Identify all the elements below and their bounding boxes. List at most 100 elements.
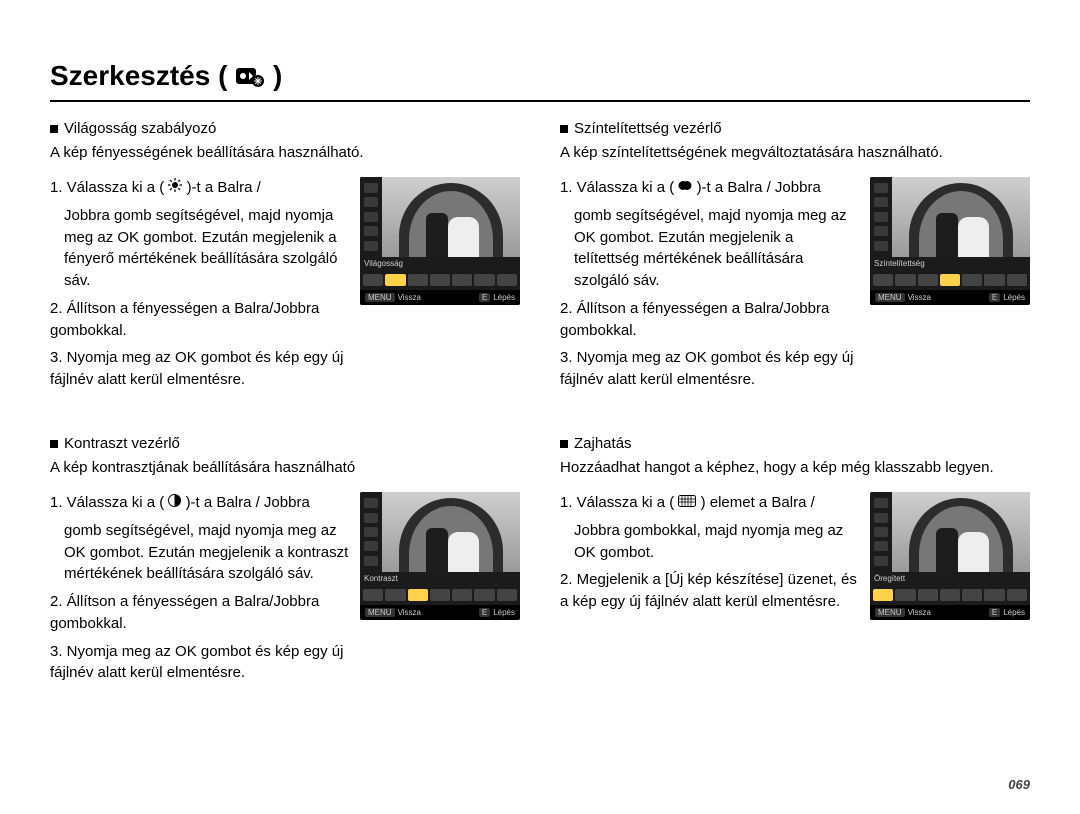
bullet-icon bbox=[560, 125, 568, 133]
lcd-mode-label: Világosság bbox=[360, 257, 520, 270]
left-column: Világosság szabályozó A kép fényességéne… bbox=[50, 120, 520, 729]
step-text: 1. Válassza ki a ( bbox=[50, 494, 168, 511]
section-title-text: Kontraszt vezérlő bbox=[64, 435, 180, 452]
saturation-icon bbox=[678, 177, 692, 199]
section-body: 1. Válassza ki a ( )-t a Balra / Jobbra … bbox=[50, 492, 520, 690]
steps: 1. Válassza ki a ( )-t a Balra / Jobbra … bbox=[50, 492, 350, 690]
manual-page: Szerkesztés ( ) Világosság szabályozó A … bbox=[0, 0, 1080, 814]
step-1: 1. Válassza ki a ( ) elemet a Balra / bbox=[560, 492, 860, 514]
step-3: 3. Nyomja meg az OK gombot és kép egy új… bbox=[50, 641, 350, 685]
lcd-option-bar bbox=[360, 270, 520, 290]
step-text: )-t a Balra / Jobbra bbox=[697, 179, 821, 196]
lcd-screen: Öregített MENUVissza ELépés bbox=[870, 492, 1030, 620]
lcd-preview: Világosság MENUVisszaELépés bbox=[360, 177, 520, 305]
section-desc: A kép kontrasztjának beállítására haszná… bbox=[50, 458, 520, 478]
section-title: Színtelítettség vezérlő bbox=[560, 120, 1030, 137]
step-1-cont: gomb segítségével, majd nyomja meg az OK… bbox=[50, 520, 350, 585]
lcd-footer: MENUVissza ELépés bbox=[360, 605, 520, 620]
noise-section: Zajhatás Hozzáadhat hangot a képhez, hog… bbox=[560, 435, 1030, 620]
lcd-preview: Kontraszt MENUVissza ELépés bbox=[360, 492, 520, 620]
lcd-back: Vissza bbox=[398, 608, 421, 617]
steps: 1. Válassza ki a ( )-t a Balra / Jobbra … bbox=[560, 177, 860, 397]
lcd-preview: Színtelítettség MENUVissza ELépés bbox=[870, 177, 1030, 305]
step-text: 1. Válassza ki a ( bbox=[560, 179, 678, 196]
step-text: )-t a Balra / Jobbra bbox=[186, 494, 310, 511]
edit-palette-icon bbox=[235, 62, 265, 94]
lcd-option-bar bbox=[870, 270, 1030, 290]
step-3: 3. Nyomja meg az OK gombot és kép egy új… bbox=[50, 347, 350, 391]
lcd-mode-label: Öregített bbox=[870, 572, 1030, 585]
lcd-key: MENU bbox=[875, 608, 905, 617]
section-title-text: Színtelítettség vezérlő bbox=[574, 120, 722, 137]
right-column: Színtelítettség vezérlő A kép színtelíte… bbox=[560, 120, 1030, 729]
section-title-text: Világosság szabályozó bbox=[64, 120, 216, 137]
page-title: Szerkesztés ( ) bbox=[50, 60, 1030, 94]
contrast-section: Kontraszt vezérlő A kép kontrasztjának b… bbox=[50, 435, 520, 690]
lcd-move: Lépés bbox=[493, 608, 515, 617]
step-text: ) elemet a Balra / bbox=[701, 494, 815, 511]
lcd-option-bar bbox=[870, 585, 1030, 605]
step-3: 3. Nyomja meg az OK gombot és kép egy új… bbox=[560, 347, 860, 391]
lcd-back: Vissza bbox=[908, 608, 931, 617]
lcd-mode-label: Kontraszt bbox=[360, 572, 520, 585]
lcd-footer: MENUVissza ELépés bbox=[870, 290, 1030, 305]
brightness-section: Világosság szabályozó A kép fényességéne… bbox=[50, 120, 520, 397]
step-2: 2. Megjelenik a [Új kép készítése] üzene… bbox=[560, 569, 860, 613]
section-body: 1. Válassza ki a ( )-t a Balra / Jobbra … bbox=[50, 177, 520, 397]
lcd-move: Lépés bbox=[1003, 608, 1025, 617]
contrast-icon bbox=[168, 492, 181, 514]
step-text: )-t a Balra / bbox=[187, 179, 261, 196]
step-1: 1. Válassza ki a ( )-t a Balra / Jobbra bbox=[560, 177, 860, 199]
lcd-footer: MENUVisszaELépés bbox=[360, 290, 520, 305]
step-1: 1. Válassza ki a ( )-t a Balra / Jobbra bbox=[50, 492, 350, 514]
section-desc: Hozzáadhat hangot a képhez, hogy a kép m… bbox=[560, 458, 1030, 478]
lcd-move: Lépés bbox=[493, 293, 515, 302]
section-title: Zajhatás bbox=[560, 435, 1030, 452]
section-title-text: Zajhatás bbox=[574, 435, 632, 452]
step-text: 1. Válassza ki a ( bbox=[50, 179, 168, 196]
step-1-cont: Jobbra gomb segítségével, majd nyomja me… bbox=[50, 205, 350, 292]
title-text: Szerkesztés ( bbox=[50, 60, 227, 91]
section-body: 1. Válassza ki a ( )-t a Balra / Jobbra … bbox=[560, 177, 1030, 397]
bullet-icon bbox=[50, 440, 58, 448]
lcd-screen: Világosság MENUVisszaELépés bbox=[360, 177, 520, 305]
bullet-icon bbox=[560, 440, 568, 448]
sun-icon bbox=[168, 177, 182, 199]
steps: 1. Válassza ki a ( )-t a Balra / Jobbra … bbox=[50, 177, 350, 397]
lcd-screen: Színtelítettség MENUVissza ELépés bbox=[870, 177, 1030, 305]
lcd-screen: Kontraszt MENUVissza ELépés bbox=[360, 492, 520, 620]
title-rule bbox=[50, 100, 1030, 102]
lcd-key: E bbox=[479, 608, 490, 617]
columns: Világosság szabályozó A kép fényességéne… bbox=[50, 120, 1030, 729]
lcd-key: E bbox=[989, 293, 1000, 302]
steps: 1. Válassza ki a ( ) elemet a Balra / Jo… bbox=[560, 492, 860, 619]
lcd-move: Lépés bbox=[1003, 293, 1025, 302]
section-desc: A kép fényességének beállítására használ… bbox=[50, 143, 520, 163]
step-2: 2. Állítson a fényességen a Balra/Jobbra… bbox=[50, 591, 350, 635]
lcd-key: E bbox=[989, 608, 1000, 617]
section-title: Kontraszt vezérlő bbox=[50, 435, 520, 452]
lcd-mode-label: Színtelítettség bbox=[870, 257, 1030, 270]
step-2: 2. Állítson a fényességen a Balra/Jobbra… bbox=[50, 298, 350, 342]
step-1: 1. Válassza ki a ( )-t a Balra / bbox=[50, 177, 350, 199]
noise-grid-icon bbox=[678, 492, 696, 514]
lcd-preview: Öregített MENUVissza ELépés bbox=[870, 492, 1030, 620]
saturation-section: Színtelítettség vezérlő A kép színtelíte… bbox=[560, 120, 1030, 397]
lcd-key: E bbox=[479, 293, 490, 302]
lcd-back: Vissza bbox=[908, 293, 931, 302]
section-title: Világosság szabályozó bbox=[50, 120, 520, 137]
lcd-key: MENU bbox=[365, 608, 395, 617]
lcd-key: MENU bbox=[875, 293, 905, 302]
page-number: 069 bbox=[1008, 777, 1030, 792]
section-body: 1. Válassza ki a ( ) elemet a Balra / Jo… bbox=[560, 492, 1030, 620]
section-desc: A kép színtelítettségének megváltoztatás… bbox=[560, 143, 1030, 163]
step-1-cont: gomb segítségével, majd nyomja meg az OK… bbox=[560, 205, 860, 292]
step-text: 1. Válassza ki a ( bbox=[560, 494, 674, 511]
step-2: 2. Állítson a fényességen a Balra/Jobbra… bbox=[560, 298, 860, 342]
lcd-option-bar bbox=[360, 585, 520, 605]
lcd-back: Vissza bbox=[398, 293, 421, 302]
lcd-footer: MENUVissza ELépés bbox=[870, 605, 1030, 620]
step-1-cont: Jobbra gombokkal, majd nyomja meg az OK … bbox=[560, 520, 860, 564]
bullet-icon bbox=[50, 125, 58, 133]
title-end: ) bbox=[273, 60, 282, 91]
